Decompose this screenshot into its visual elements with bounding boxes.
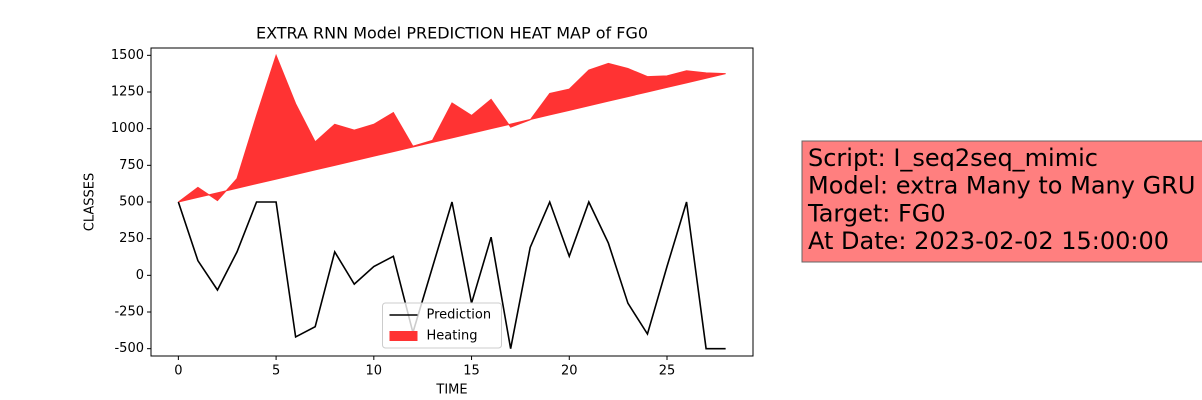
- legend-label: Heating: [427, 329, 478, 344]
- chart-title: EXTRA RNN Model PREDICTION HEAT MAP of F…: [256, 24, 648, 43]
- annotation-line: Script: I_seq2seq_mimic: [808, 144, 1098, 172]
- y-tick-label: -250: [114, 305, 144, 320]
- y-tick-label: -500: [114, 341, 144, 356]
- annotation-box: [801, 140, 1202, 263]
- heating-area: [178, 53, 726, 203]
- y-tick-label: 750: [119, 158, 144, 173]
- annotation-line: At Date: 2023-02-02 15:00:00: [808, 227, 1169, 255]
- x-axis-label: TIME: [435, 383, 467, 398]
- y-tick-label: 0: [136, 268, 144, 283]
- prediction-line: [177, 199, 726, 350]
- legend-label: Prediction: [427, 308, 492, 323]
- x-tick-label: 5: [272, 364, 280, 379]
- x-tick-label: 25: [659, 364, 676, 379]
- x-tick-label: 20: [561, 364, 578, 379]
- y-tick-label: 500: [119, 195, 144, 210]
- y-tick-label: 1500: [111, 48, 144, 63]
- x-tick-label: 15: [463, 364, 480, 379]
- legend-swatch: [389, 331, 418, 341]
- x-tick-label: 10: [366, 364, 383, 379]
- y-tick-label: 1000: [111, 121, 144, 136]
- y-tick-label: 250: [119, 231, 144, 246]
- x-tick-label: 0: [174, 364, 182, 379]
- annotation-line: Model: extra Many to Many GRU: [808, 172, 1195, 200]
- y-tick-label: 1250: [111, 85, 144, 100]
- y-axis-label: CLASSES: [83, 173, 98, 231]
- annotation-line: Target: FG0: [807, 199, 946, 227]
